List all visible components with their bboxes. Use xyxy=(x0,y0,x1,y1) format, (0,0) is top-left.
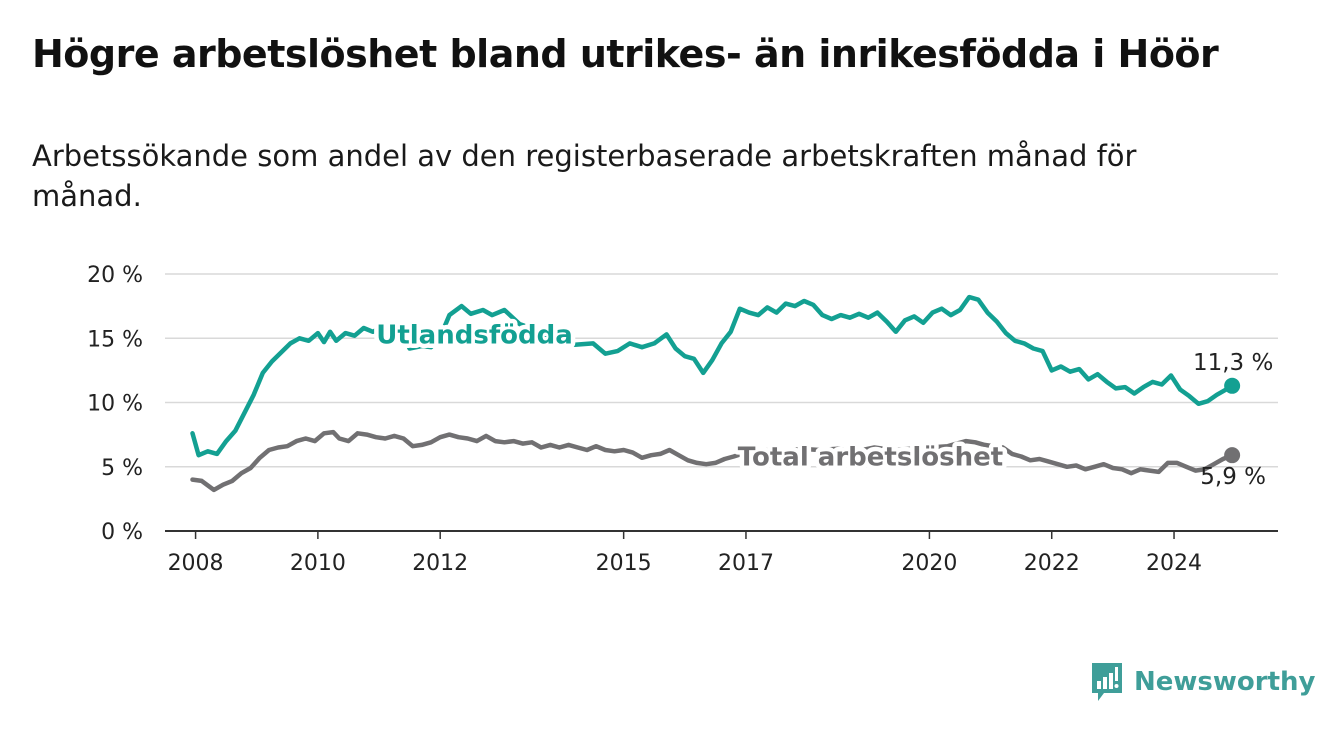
series-label-total: Total arbetslöshet xyxy=(738,442,1003,472)
x-tick-label: 2020 xyxy=(901,551,957,576)
x-tick-label: 2012 xyxy=(412,551,468,576)
x-tick-label: 2010 xyxy=(290,551,346,576)
end-label-total: 5,9 % xyxy=(1200,464,1266,490)
series-label-utlandsfodda: Utlandsfödda xyxy=(376,320,573,350)
x-tick-label: 2017 xyxy=(718,551,774,576)
end-point-total xyxy=(1224,447,1241,464)
chart-title: Högre arbetslöshet bland utrikes- än inr… xyxy=(32,32,1219,76)
x-tick-label: 2008 xyxy=(168,551,224,576)
chart-subtitle: Arbetssökande som andel av den registerb… xyxy=(32,139,1137,213)
brand-logo: Newsworthy xyxy=(1090,660,1315,704)
x-tick-label: 2024 xyxy=(1146,551,1202,576)
end-point-utlandsfodda xyxy=(1224,377,1241,394)
y-tick-label: 0 % xyxy=(101,520,143,545)
bar-chart-speech-bubble-icon xyxy=(1092,663,1122,701)
series-line-utlandsfodda xyxy=(190,294,1235,458)
y-tick-label: 5 % xyxy=(101,456,143,481)
y-tick-label: 10 % xyxy=(87,392,143,417)
x-tick-label: 2022 xyxy=(1024,551,1080,576)
y-tick-label: 20 % xyxy=(87,263,143,288)
end-label-utlandsfodda: 11,3 % xyxy=(1193,350,1273,376)
series-line-total xyxy=(190,429,1235,493)
brand-name: Newsworthy xyxy=(1134,667,1316,697)
x-tick-label: 2015 xyxy=(596,551,652,576)
y-tick-label: 15 % xyxy=(87,327,143,352)
